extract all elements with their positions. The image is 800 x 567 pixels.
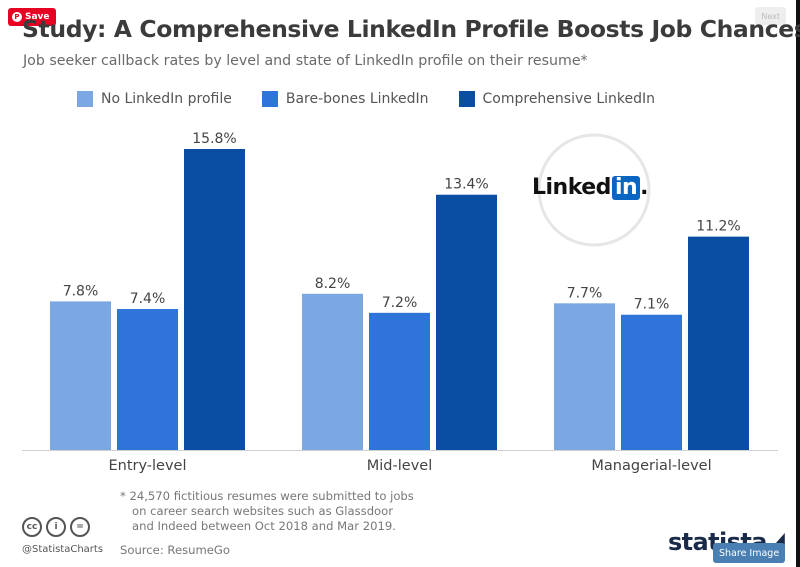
category-label: Managerial-level [591,458,711,474]
data-label: 15.8% [192,131,236,147]
footnote: * 24,570 fictitious resumes were submitt… [120,489,414,534]
data-label: 13.4% [444,177,488,193]
linkedin-logo: Linked in. [532,175,648,200]
bar [554,303,615,450]
data-label: 7.4% [130,291,166,307]
source-text: Source: ResumeGo [120,543,230,557]
legend-swatch [77,91,93,107]
attribution-icon: i [46,517,66,537]
data-label: 11.2% [696,219,740,235]
share-image-button[interactable]: Share Image [713,543,786,563]
no-derivatives-icon: = [70,517,90,537]
license-icons: cc i = [22,517,90,537]
bar [50,301,111,450]
category-label: Mid-level [367,458,432,474]
chart-title: Study: A Comprehensive LinkedIn Profile … [22,15,800,43]
bar [117,309,178,450]
pinterest-icon: P [12,12,22,22]
footnote-line: and Indeed between Oct 2018 and Mar 2019… [132,519,396,533]
linkedin-logo-box: in [611,175,641,200]
data-label: 7.8% [63,283,99,299]
next-label: Next [761,11,780,21]
legend-item-comprehensive: Comprehensive LinkedIn [458,91,656,107]
save-button[interactable]: P Save [8,8,56,26]
cc-icon: cc [22,517,42,537]
legend-label: Bare-bones LinkedIn [285,91,429,107]
data-label: 7.2% [382,295,418,311]
bar [369,312,430,450]
legend: No LinkedIn profile Bare-bones LinkedIn … [77,91,685,107]
statista-handle: @StatistaCharts [22,544,104,555]
next-button[interactable]: Next [755,7,786,25]
logo-ring [537,133,651,247]
category-label: Entry-level [108,458,186,474]
linkedin-logo-text: Linked [532,175,611,200]
bar [688,236,749,450]
save-label: Save [25,12,50,22]
footnote-line: * 24,570 fictitious resumes were submitt… [120,489,414,503]
bar [302,293,363,450]
data-label: 8.2% [315,276,351,292]
legend-swatch [261,91,278,107]
bar [436,194,497,450]
footnote-line: on career search websites such as Glassd… [132,504,394,518]
bar [184,149,245,450]
legend-item-bare-bones: Bare-bones LinkedIn [261,91,429,107]
share-label: Share Image [719,547,780,559]
chart-subtitle: Job seeker callback rates by level and s… [23,53,588,69]
data-label: 7.1% [634,297,670,313]
legend-swatch [458,91,475,107]
bar [621,314,682,450]
legend-item-no-linkedin: No LinkedIn profile [77,91,232,107]
linkedin-logo-dot: . [640,175,648,200]
legend-label: No LinkedIn profile [101,91,232,107]
legend-label: Comprehensive LinkedIn [482,91,656,107]
data-label: 7.7% [567,285,603,301]
